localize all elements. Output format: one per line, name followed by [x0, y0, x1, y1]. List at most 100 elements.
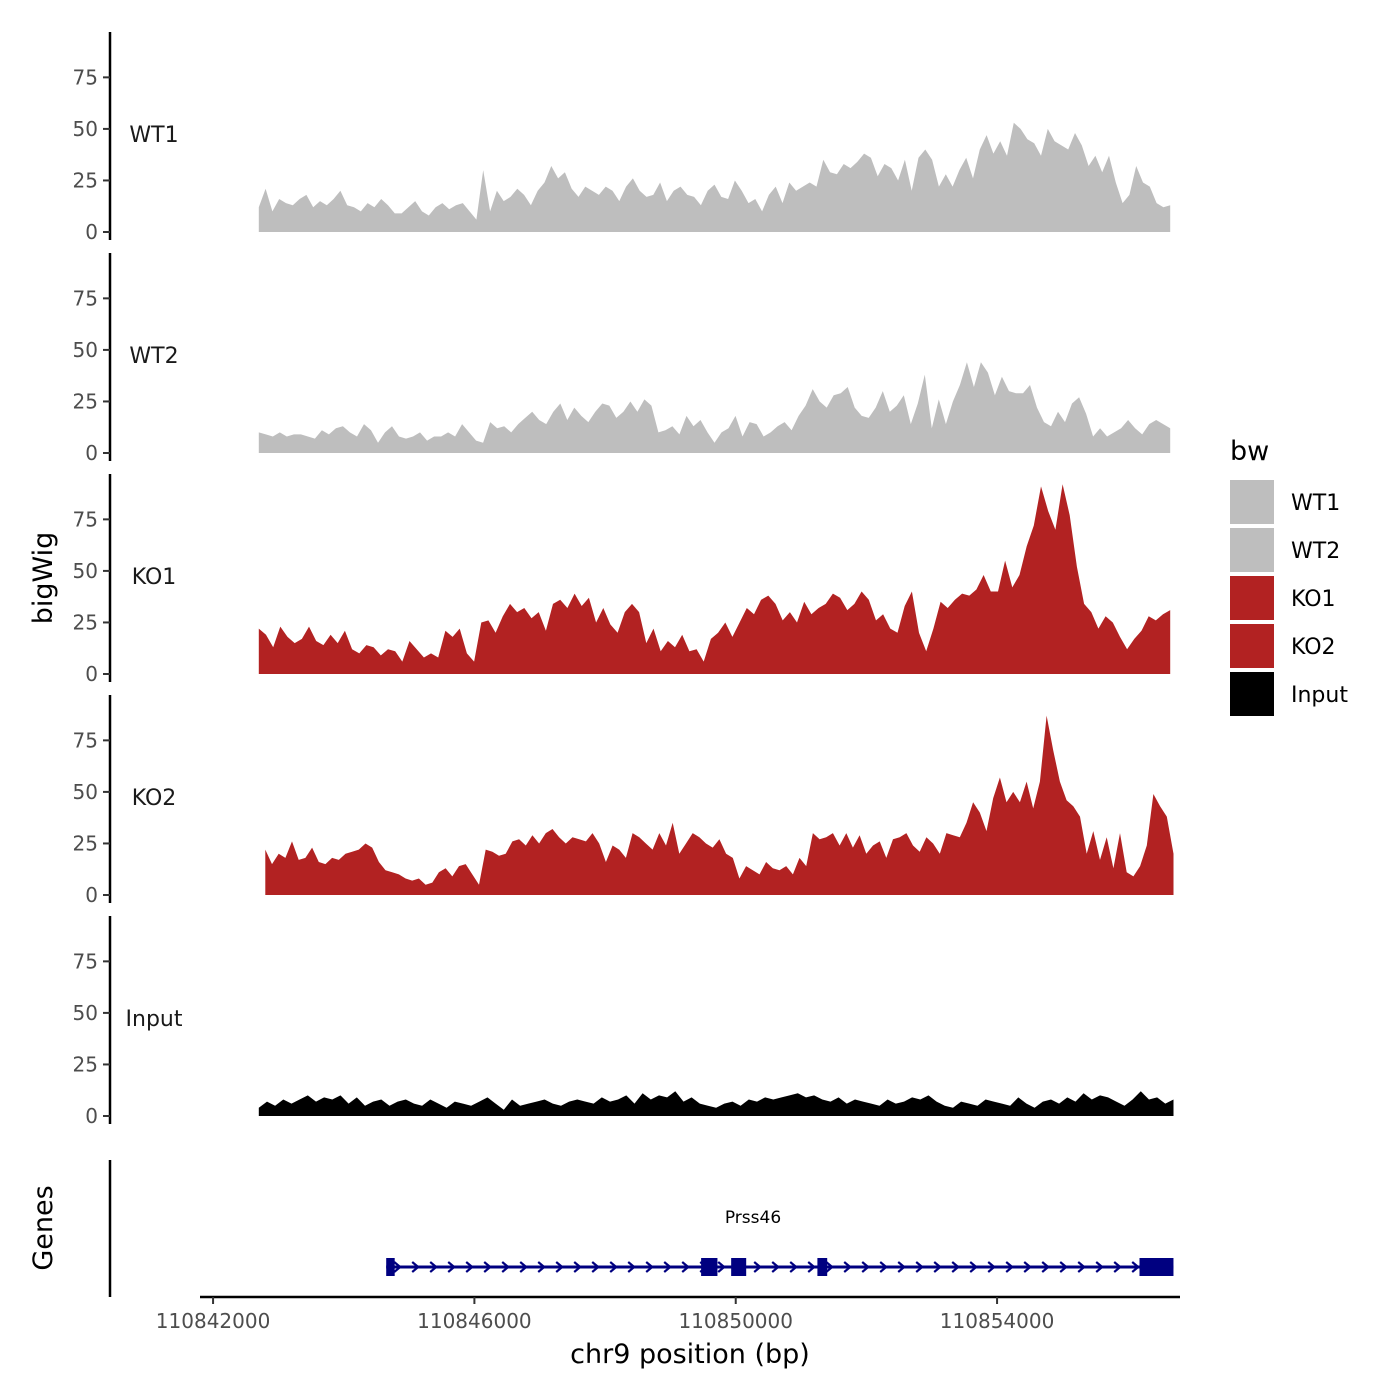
- strand-arrow: [1023, 1261, 1032, 1273]
- genes-axis-title: Genes: [28, 1185, 59, 1270]
- strand-arrow: [447, 1261, 456, 1273]
- strand-arrow: [789, 1261, 798, 1273]
- strand-arrow: [717, 1261, 726, 1273]
- strand-arrow: [663, 1261, 672, 1273]
- legend-key-wt1: [1230, 480, 1274, 524]
- gene-exon-4: [817, 1258, 828, 1276]
- track-panel-input: 0 25 50 75 Input: [73, 916, 1174, 1128]
- y-tick-label: 25: [73, 389, 98, 413]
- signal-area-ko2: [265, 715, 1174, 895]
- gene-exon-5: [1139, 1258, 1174, 1276]
- strand-arrow: [771, 1261, 780, 1273]
- y-tick-label: 50: [73, 780, 98, 804]
- strand-arrow: [1077, 1261, 1086, 1273]
- track-label-input: Input: [126, 1007, 183, 1032]
- gene-exon-2: [701, 1258, 718, 1276]
- track-label-wt2: WT2: [129, 344, 178, 369]
- y-tick-label: 75: [73, 507, 98, 531]
- x-tick-label: 110854000: [940, 1309, 1055, 1333]
- track-panel-ko1: 0 25 50 75 KO1: [73, 474, 1171, 686]
- strand-arrow: [681, 1261, 690, 1273]
- strand-arrow: [951, 1261, 960, 1273]
- y-axis-title: bigWig: [28, 532, 59, 625]
- track-label-ko2: KO2: [132, 786, 177, 811]
- track-panel-ko2: 0 25 50 75 KO2: [73, 695, 1174, 907]
- y-tick-label: 50: [73, 1001, 98, 1025]
- strand-arrow: [1005, 1261, 1014, 1273]
- strand-arrow: [753, 1261, 762, 1273]
- y-tick-label: 25: [73, 168, 98, 192]
- legend-label-wt1: WT1: [1291, 491, 1340, 516]
- strand-arrow: [933, 1261, 942, 1273]
- strand-arrow: [501, 1261, 510, 1273]
- signal-area-input: [258, 1091, 1174, 1116]
- strand-arrow: [1041, 1261, 1050, 1273]
- strand-arrow: [1131, 1261, 1140, 1273]
- strand-arrow: [969, 1261, 978, 1273]
- track-label-ko1: KO1: [132, 565, 177, 590]
- strand-arrow: [573, 1261, 582, 1273]
- legend-label-input: Input: [1291, 683, 1348, 708]
- legend-label-ko1: KO1: [1291, 587, 1336, 612]
- x-axis: 110842000 110846000 110850000 110854000: [156, 1295, 1180, 1333]
- x-axis-title: chr9 position (bp): [570, 1339, 810, 1370]
- y-tick-label: 0: [85, 441, 98, 465]
- x-tick-label: 110846000: [417, 1309, 532, 1333]
- y-tick-label: 0: [85, 883, 98, 907]
- track-panel-wt2: 0 25 50 75 WT2: [73, 253, 1171, 465]
- y-tick-label: 75: [73, 728, 98, 752]
- strand-arrow: [591, 1261, 600, 1273]
- strand-arrow: [483, 1261, 492, 1273]
- strand-arrow: [519, 1261, 528, 1273]
- signal-area-ko1: [258, 484, 1171, 674]
- strand-arrow: [393, 1261, 402, 1273]
- gene-name-label: Prss46: [725, 1208, 781, 1228]
- tracks-layer: 0 25 50 75 WT1 0 25 50 75 WT2 0 25 50 75 KO1 0 25 50 75 KO2…: [73, 32, 1174, 1128]
- y-tick-label: 25: [73, 610, 98, 634]
- y-tick-label: 25: [73, 1052, 98, 1076]
- legend: bw WT1 WT2 KO1 KO2 Input: [1230, 436, 1348, 716]
- x-tick-label: 110850000: [678, 1309, 793, 1333]
- strand-arrow: [555, 1261, 564, 1273]
- strand-arrow: [1095, 1261, 1104, 1273]
- strand-arrow: [411, 1261, 420, 1273]
- x-tick-label: 110842000: [156, 1309, 271, 1333]
- y-tick-label: 25: [73, 831, 98, 855]
- signal-area-wt2: [258, 362, 1171, 453]
- strand-arrow: [861, 1261, 870, 1273]
- strand-arrow: [429, 1261, 438, 1273]
- y-tick-label: 75: [73, 65, 98, 89]
- y-tick-label: 50: [73, 559, 98, 583]
- y-tick-label: 50: [73, 338, 98, 362]
- strand-arrow: [807, 1261, 816, 1273]
- strand-arrow: [645, 1261, 654, 1273]
- gene-exon-3: [731, 1258, 747, 1276]
- strand-arrow: [609, 1261, 618, 1273]
- strand-arrow: [1113, 1261, 1122, 1273]
- track-panel-wt1: 0 25 50 75 WT1: [73, 32, 1171, 244]
- strand-arrow: [825, 1261, 834, 1273]
- y-tick-label: 50: [73, 117, 98, 141]
- legend-key-wt2: [1230, 528, 1274, 572]
- y-tick-label: 0: [85, 1104, 98, 1128]
- strand-arrow: [465, 1261, 474, 1273]
- y-tick-label: 0: [85, 662, 98, 686]
- legend-key-ko2: [1230, 624, 1274, 668]
- legend-title: bw: [1230, 436, 1269, 467]
- y-tick-label: 0: [85, 220, 98, 244]
- strand-arrow: [843, 1261, 852, 1273]
- strand-arrow: [537, 1261, 546, 1273]
- strand-arrow: [915, 1261, 924, 1273]
- gene-panel: Prss46: [108, 1160, 1174, 1297]
- gene-exon-1: [386, 1258, 395, 1276]
- legend-label-wt2: WT2: [1291, 539, 1340, 564]
- y-tick-label: 75: [73, 286, 98, 310]
- track-label-wt1: WT1: [129, 123, 178, 148]
- signal-area-wt1: [258, 122, 1171, 232]
- strand-arrow: [627, 1261, 636, 1273]
- strand-arrow: [987, 1261, 996, 1273]
- strand-arrow: [1059, 1261, 1068, 1273]
- legend-key-input: [1230, 672, 1274, 716]
- strand-arrow: [897, 1261, 906, 1273]
